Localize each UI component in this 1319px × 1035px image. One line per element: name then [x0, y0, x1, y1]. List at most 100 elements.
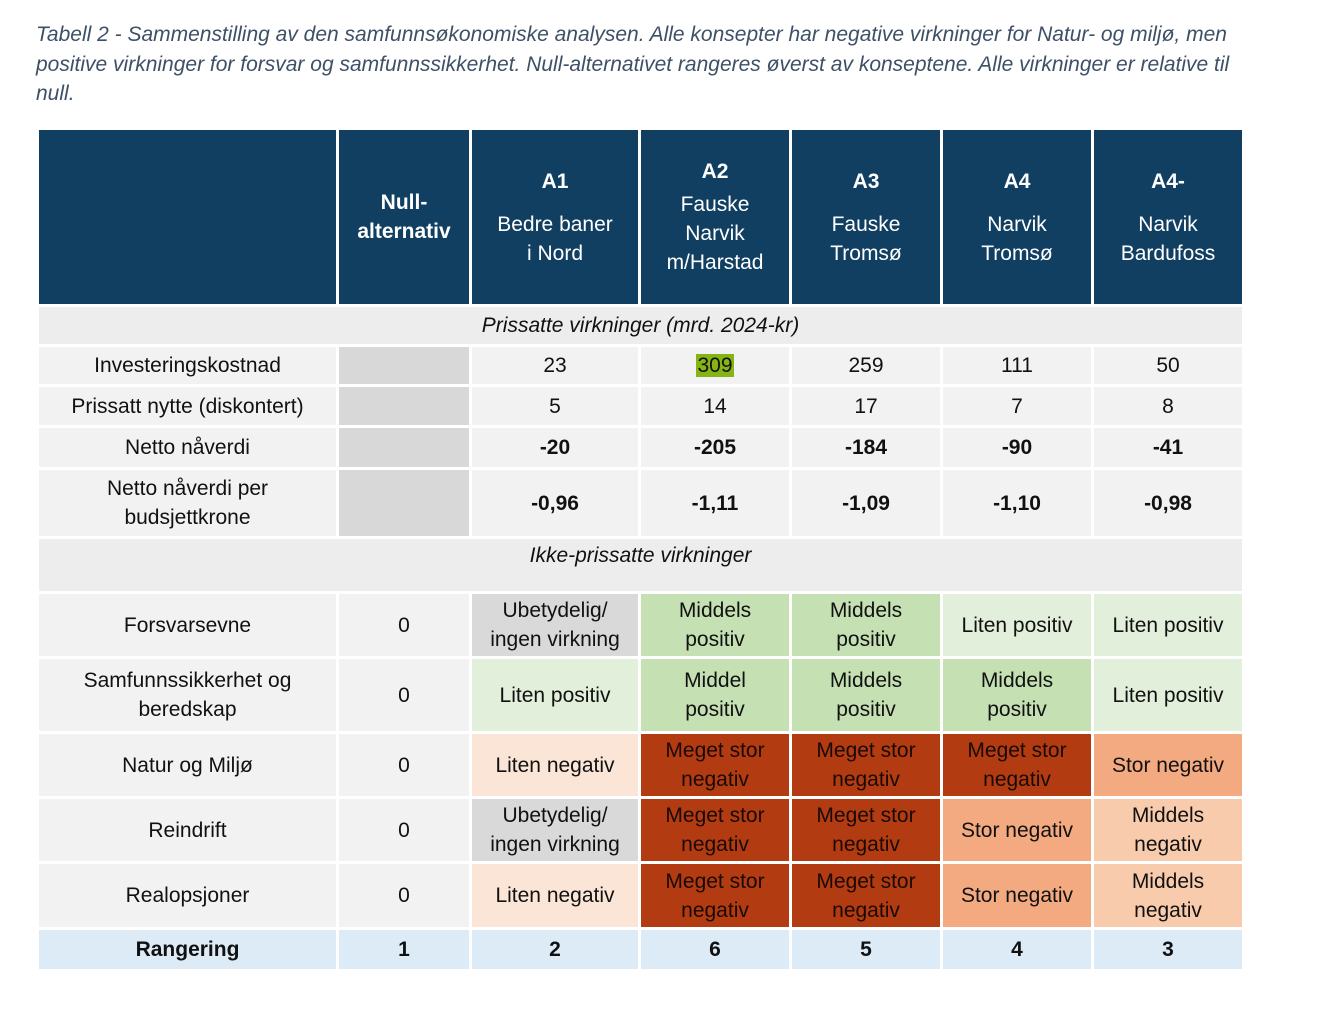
assessment-cell: Middels negativ: [1091, 861, 1245, 930]
concept-code: A4-: [1151, 169, 1185, 193]
value-cell: 50: [1091, 344, 1245, 387]
table-row-ranking: Rangering 1 2 6 5 4 3: [36, 927, 1245, 972]
value-cell: -205: [638, 425, 792, 470]
table-row-nature: Natur og Miljø 0 Liten negativ Meget sto…: [36, 731, 1245, 799]
section-row-unpriced: Ikke-prissatte virkninger: [36, 536, 1245, 594]
value-cell: -1,11: [638, 467, 792, 539]
null-alternative-label: Null- alternativ: [357, 191, 451, 243]
highlighted-value: 309: [696, 354, 734, 377]
null-cell-empty: [336, 384, 472, 428]
header-empty-cell: [36, 127, 339, 307]
header-concept-a1: A1 Bedre baner i Nord: [469, 127, 641, 307]
assessment-cell: Ubetydelig/ ingen virkning: [469, 591, 641, 659]
assessment-cell: Meget stor negativ: [789, 796, 943, 864]
row-label: Realopsjoner: [36, 861, 339, 930]
value-cell: 259: [789, 344, 943, 387]
row-label: Prissatt nytte (diskontert): [36, 384, 339, 428]
header-concept-a4: A4 Narvik Tromsø: [940, 127, 1094, 307]
table-row-benefit: Prissatt nytte (diskontert) 5 14 17 7 8: [36, 384, 1245, 428]
assessment-cell: Meget stor negativ: [940, 731, 1094, 799]
row-label: Samfunnssikkerhet og beredskap: [36, 656, 339, 734]
rank-cell: 3: [1091, 927, 1245, 972]
row-label: Reindrift: [36, 796, 339, 864]
analysis-table: Null- alternativ A1 Bedre baner i Nord A2…: [36, 127, 1245, 972]
concept-code: A4: [1003, 169, 1031, 193]
table-row-defence: Forsvarsevne 0 Ubetydelig/ ingen virknin…: [36, 591, 1245, 659]
value-cell: 8: [1091, 384, 1245, 428]
assessment-cell: Meget stor negativ: [789, 731, 943, 799]
null-value-cell: 0: [336, 861, 472, 930]
value-cell: -41: [1091, 425, 1245, 470]
row-label: Investeringskostnad: [36, 344, 339, 387]
header-row: Null- alternativ A1 Bedre baner i Nord A2…: [36, 127, 1245, 307]
assessment-cell: Middels negativ: [1091, 796, 1245, 864]
header-concept-a3: A3 Fauske Tromsø: [789, 127, 943, 307]
assessment-cell: Liten negativ: [469, 861, 641, 930]
null-value-cell: 0: [336, 731, 472, 799]
concept-name: Narvik Bardufoss: [1120, 212, 1216, 265]
value-cell: 5: [469, 384, 641, 428]
table-row-npv-per-krone: Netto nåverdi per budsjettkrone -0,96 -1…: [36, 467, 1245, 539]
value-cell: 14: [638, 384, 792, 428]
rank-cell: 5: [789, 927, 943, 972]
assessment-cell: Middels positiv: [789, 656, 943, 734]
header-null-alternative: Null- alternativ: [336, 127, 472, 307]
value-cell: -0,96: [469, 467, 641, 539]
row-label: Netto nåverdi: [36, 425, 339, 470]
assessment-cell: Stor negativ: [940, 861, 1094, 930]
assessment-cell: Meget stor negativ: [638, 731, 792, 799]
table-caption: Tabell 2 - Sammenstilling av den samfunn…: [36, 23, 1230, 105]
assessment-cell: Middels positiv: [638, 591, 792, 659]
assessment-cell: Stor negativ: [1091, 731, 1245, 799]
assessment-cell: Ubetydelig/ ingen virkning: [469, 796, 641, 864]
value-cell: 17: [789, 384, 943, 428]
concept-name: Bedre baner i Nord: [497, 212, 613, 265]
value-cell: 111: [940, 344, 1094, 387]
concept-name: Narvik Tromsø: [981, 212, 1053, 265]
rank-cell: 1: [336, 927, 472, 972]
header-concept-a2: A2 Fauske Narvik m/Harstad: [638, 127, 792, 307]
null-value-cell: 0: [336, 656, 472, 734]
row-label: Netto nåverdi per budsjettkrone: [36, 467, 339, 539]
assessment-cell: Liten positiv: [1091, 656, 1245, 734]
value-cell: -0,98: [1091, 467, 1245, 539]
null-value-cell: 0: [336, 796, 472, 864]
concept-code: A1: [541, 169, 569, 193]
assessment-cell: Middels positiv: [940, 656, 1094, 734]
value-cell: 7: [940, 384, 1094, 428]
assessment-cell: Meget stor negativ: [638, 861, 792, 930]
assessment-cell: Meget stor negativ: [789, 861, 943, 930]
table-row-civil-security: Samfunnssikkerhet og beredskap 0 Liten p…: [36, 656, 1245, 734]
null-cell-empty: [336, 425, 472, 470]
value-cell: -1,10: [940, 467, 1094, 539]
value-cell: -90: [940, 425, 1094, 470]
assessment-cell: Liten positiv: [469, 656, 641, 734]
section-title-priced: Prissatte virkninger (mrd. 2024-kr): [36, 304, 1245, 347]
ranking-label: Rangering: [36, 927, 339, 972]
section-row-priced: Prissatte virkninger (mrd. 2024-kr): [36, 304, 1245, 347]
header-concept-a4-minus: A4- Narvik Bardufoss: [1091, 127, 1245, 307]
assessment-cell: Middels positiv: [789, 591, 943, 659]
null-value-cell: 0: [336, 591, 472, 659]
null-cell-empty: [336, 467, 472, 539]
row-label: Forsvarsevne: [36, 591, 339, 659]
assessment-cell: Middel positiv: [638, 656, 792, 734]
value-cell: -20: [469, 425, 641, 470]
value-cell: -1,09: [789, 467, 943, 539]
assessment-cell: Meget stor negativ: [638, 796, 792, 864]
table-row-investment: Investeringskostnad 23 309 259 111 50: [36, 344, 1245, 387]
concept-code: A2: [701, 160, 729, 183]
assessment-cell: Stor negativ: [940, 796, 1094, 864]
row-label: Natur og Miljø: [36, 731, 339, 799]
concept-name: Fauske Tromsø: [830, 212, 902, 265]
rank-cell: 2: [469, 927, 641, 972]
concept-name: Fauske Narvik m/Harstad: [666, 193, 764, 274]
assessment-cell: Liten positiv: [940, 591, 1094, 659]
table-row-npv: Netto nåverdi -20 -205 -184 -90 -41: [36, 425, 1245, 470]
section-title-unpriced: Ikke-prissatte virkninger: [36, 536, 1245, 594]
assessment-cell: Liten negativ: [469, 731, 641, 799]
null-cell-empty: [336, 344, 472, 387]
value-cell: -184: [789, 425, 943, 470]
value-cell: 23: [469, 344, 641, 387]
value-cell: 309: [638, 344, 792, 387]
